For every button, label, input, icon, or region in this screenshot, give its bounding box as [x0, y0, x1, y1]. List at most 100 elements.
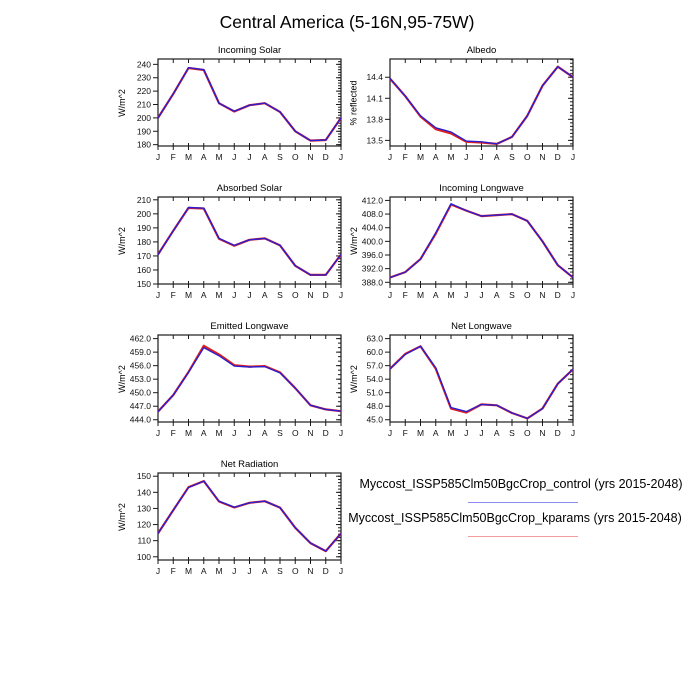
svg-text:A: A — [201, 152, 207, 162]
plot-area: 45.048.051.054.057.060.063.0J F M A M J J A S O N D… — [366, 334, 575, 438]
svg-text:J: J — [479, 428, 483, 438]
svg-text:459.0: 459.0 — [130, 347, 152, 357]
svg-text:170: 170 — [137, 251, 151, 261]
svg-text:396.0: 396.0 — [362, 250, 384, 260]
svg-text:51.0: 51.0 — [366, 388, 383, 398]
svg-text:J: J — [388, 290, 392, 300]
chart-incoming-solar: Incoming Solar W/m^2 180 190 200 210 220 230 2… — [108, 43, 358, 175]
svg-text:M: M — [447, 152, 454, 162]
svg-text:J: J — [339, 428, 343, 438]
legend-label-control: Myccost_ISSP585Clm50BgcCrop_control (yrs… — [359, 477, 683, 491]
svg-text:D: D — [323, 428, 329, 438]
svg-text:F: F — [403, 152, 408, 162]
chart-title: Net Radiation — [220, 459, 279, 470]
svg-text:D: D — [555, 290, 561, 300]
svg-text:J: J — [247, 566, 251, 576]
svg-text:100: 100 — [137, 552, 151, 562]
series-control-line — [157, 480, 342, 552]
svg-text:150: 150 — [137, 471, 151, 481]
svg-text:F: F — [403, 428, 408, 438]
svg-text:120: 120 — [137, 520, 151, 530]
series-control-line — [157, 206, 342, 276]
svg-text:J: J — [156, 428, 160, 438]
svg-text:M: M — [215, 152, 222, 162]
svg-text:J: J — [571, 152, 575, 162]
svg-text:S: S — [509, 428, 515, 438]
svg-text:J: J — [247, 428, 251, 438]
svg-text:O: O — [524, 290, 531, 300]
svg-text:J: J — [339, 566, 343, 576]
svg-text:O: O — [292, 428, 299, 438]
svg-text:A: A — [262, 566, 268, 576]
chart-title: Albedo — [466, 45, 497, 56]
svg-text:M: M — [417, 428, 424, 438]
svg-text:60.0: 60.0 — [366, 347, 383, 357]
svg-text:A: A — [262, 428, 268, 438]
chart-emitted-longwave: Emitted Longwave W/m^2 444.0 447.0 450.0 45… — [108, 319, 358, 451]
series-kparams-line — [389, 65, 574, 146]
svg-text:J: J — [232, 428, 236, 438]
page-title: Central America (5-16N,95-75W) — [219, 12, 475, 32]
svg-text:150: 150 — [137, 279, 151, 289]
svg-text:J: J — [464, 290, 468, 300]
svg-text:110: 110 — [137, 536, 151, 546]
chart-net-longwave: Net Longwave W/m^2 45.0 48.0 51.0 54.0 57.0 6… — [340, 319, 590, 451]
svg-text:S: S — [277, 290, 283, 300]
plot-area: 13.513.814.114.4J F M A M J J A S O N D J — [366, 58, 575, 162]
svg-text:J: J — [388, 428, 392, 438]
svg-text:140: 140 — [137, 487, 151, 497]
chart-incoming-longwave: Incoming Longwave W/m^2 388.0 392.0 396.0 4… — [340, 181, 590, 313]
svg-text:O: O — [524, 152, 531, 162]
svg-text:M: M — [185, 152, 192, 162]
svg-text:M: M — [185, 290, 192, 300]
svg-text:O: O — [292, 566, 299, 576]
svg-text:400.0: 400.0 — [362, 236, 384, 246]
svg-text:13.5: 13.5 — [366, 135, 383, 145]
series-kparams-line — [157, 344, 342, 413]
svg-text:M: M — [417, 152, 424, 162]
svg-text:180: 180 — [137, 237, 151, 247]
svg-text:M: M — [447, 290, 454, 300]
svg-text:54.0: 54.0 — [366, 374, 383, 384]
svg-text:190: 190 — [137, 223, 151, 233]
svg-text:404.0: 404.0 — [362, 223, 384, 233]
svg-text:210: 210 — [137, 195, 151, 205]
svg-text:J: J — [339, 290, 343, 300]
chart-title: Absorbed Solar — [216, 183, 283, 194]
svg-text:14.1: 14.1 — [366, 93, 383, 103]
svg-text:D: D — [323, 290, 329, 300]
series-control-line — [157, 346, 342, 413]
legend-label-kparams: Myccost_ISSP585Clm50BgcCrop_kparams (yrs… — [348, 511, 682, 525]
svg-text:J: J — [156, 566, 160, 576]
svg-text:F: F — [171, 428, 176, 438]
svg-text:J: J — [479, 152, 483, 162]
svg-text:A: A — [433, 290, 439, 300]
svg-text:N: N — [539, 290, 545, 300]
svg-text:N: N — [539, 428, 545, 438]
svg-text:462.0: 462.0 — [130, 334, 152, 344]
svg-text:388.0: 388.0 — [362, 277, 384, 287]
svg-text:412.0: 412.0 — [362, 195, 384, 205]
chart-title: Net Longwave — [451, 321, 512, 332]
svg-text:J: J — [232, 152, 236, 162]
svg-text:S: S — [277, 566, 283, 576]
svg-text:200: 200 — [137, 209, 151, 219]
svg-text:48.0: 48.0 — [366, 401, 383, 411]
svg-text:J: J — [479, 290, 483, 300]
svg-text:F: F — [403, 290, 408, 300]
svg-text:J: J — [388, 152, 392, 162]
svg-text:J: J — [247, 152, 251, 162]
svg-text:A: A — [433, 428, 439, 438]
svg-text:N: N — [539, 152, 545, 162]
svg-text:57.0: 57.0 — [366, 361, 383, 371]
series-kparams-line — [389, 345, 574, 420]
svg-text:J: J — [232, 566, 236, 576]
svg-text:J: J — [464, 152, 468, 162]
svg-text:F: F — [171, 152, 176, 162]
svg-text:D: D — [323, 152, 329, 162]
svg-text:J: J — [339, 152, 343, 162]
svg-text:O: O — [292, 290, 299, 300]
svg-text:D: D — [555, 152, 561, 162]
